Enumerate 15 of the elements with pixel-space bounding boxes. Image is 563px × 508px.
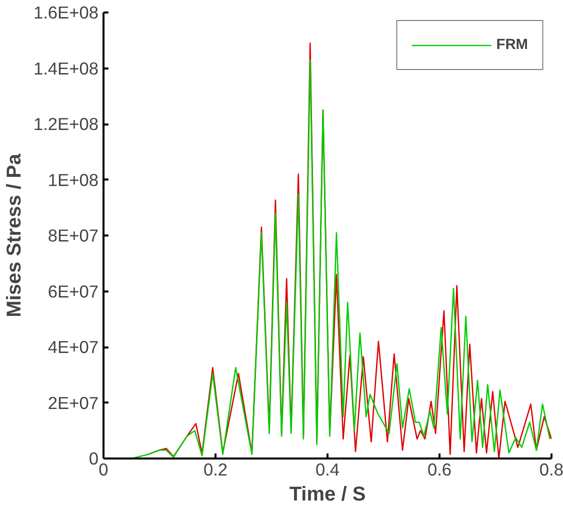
x-tick-label: 0.8 bbox=[539, 460, 563, 480]
text: FRM bbox=[496, 37, 528, 53]
y-tick-label: 1.6E+08 bbox=[33, 2, 99, 22]
y-tick-label: 4E+07 bbox=[48, 337, 99, 357]
y-tick-label: 1.4E+08 bbox=[33, 58, 99, 78]
x-tick-label: 0.6 bbox=[427, 460, 452, 480]
y-tick-label: 1E+08 bbox=[48, 170, 99, 190]
x-axis-title: Time / S bbox=[289, 484, 366, 506]
x-tick-label: 0.4 bbox=[315, 460, 340, 480]
y-tick-label: 2E+07 bbox=[48, 392, 99, 413]
y-tick-label: 8E+07 bbox=[48, 226, 99, 246]
y-tick-label: 1.2E+08 bbox=[33, 114, 99, 134]
y-tick-label: 6E+07 bbox=[48, 281, 99, 302]
y-axis-title: Mises Stress / Pa bbox=[3, 152, 26, 318]
x-tick-label: 0.2 bbox=[203, 460, 228, 480]
